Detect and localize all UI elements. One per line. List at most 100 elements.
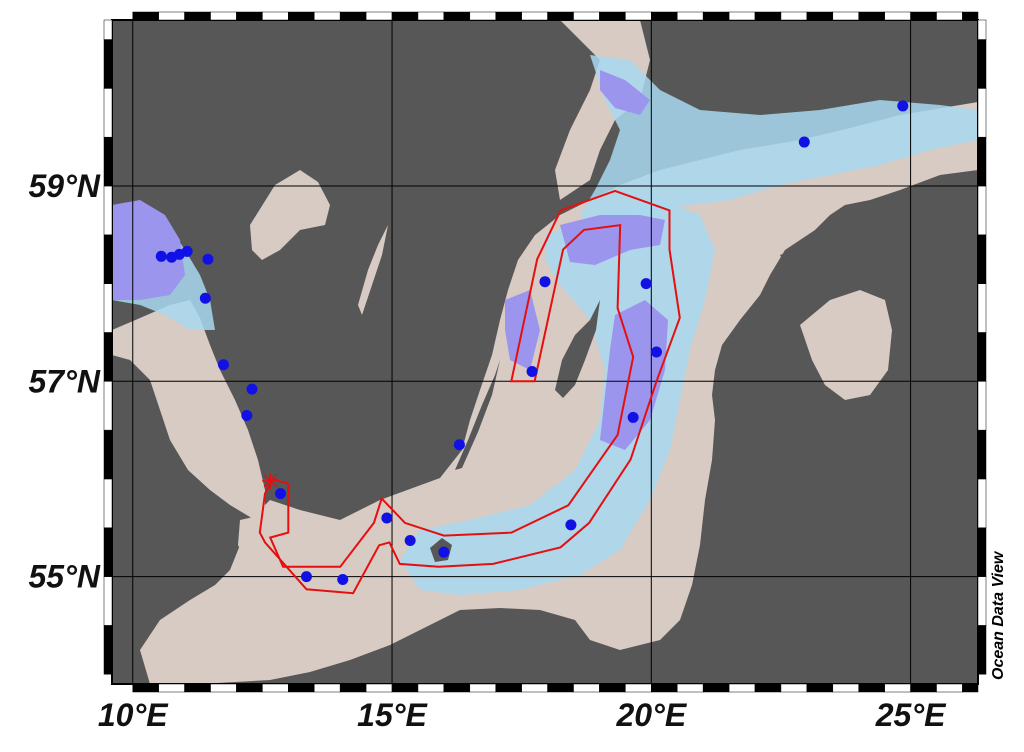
- sea-oresund: [238, 515, 290, 575]
- border-tick-bottom: [910, 683, 937, 693]
- border-tick-top: [339, 11, 367, 21]
- latitude-label: 55°N: [29, 559, 101, 595]
- border-tick-left: [103, 185, 113, 236]
- border-tick-right: [977, 381, 987, 431]
- border-tick-bottom: [262, 683, 289, 693]
- station-dot: [217, 359, 229, 371]
- border-tick-bottom: [391, 683, 419, 693]
- border-tick-right: [977, 39, 987, 89]
- border-tick-left: [103, 576, 113, 626]
- station-dot: [526, 366, 538, 378]
- station-dot: [337, 574, 349, 586]
- station-dot: [199, 292, 211, 304]
- station-dot: [246, 383, 258, 395]
- station-dot: [404, 534, 416, 546]
- border-tick-right: [977, 429, 987, 480]
- map-frame: [103, 11, 987, 693]
- longitude-labels: 10°E 15°E 20°E 25°E: [98, 697, 947, 733]
- station-dot: [275, 488, 287, 500]
- border-tick-left: [103, 332, 113, 382]
- border-tick-top: [158, 11, 185, 21]
- border-tick-bottom: [728, 683, 756, 693]
- border-tick-bottom: [469, 683, 496, 693]
- border-tick-left: [103, 381, 113, 431]
- border-tick-bottom: [962, 683, 979, 693]
- sea-gulf-of-riga: [800, 290, 892, 400]
- border-tick-left: [103, 19, 113, 40]
- border-tick-top: [599, 11, 626, 21]
- station-dot: [539, 276, 551, 288]
- border-tick-right: [977, 136, 987, 187]
- longitude-label: 10°E: [98, 697, 169, 733]
- station-dot: [181, 245, 193, 257]
- border-tick-bottom: [132, 683, 159, 693]
- border-tick-left: [103, 527, 113, 577]
- border-tick-bottom: [651, 683, 678, 693]
- station-dot: [897, 100, 909, 112]
- station-dot: [438, 546, 450, 558]
- border-tick-right: [977, 234, 987, 284]
- border-tick-left: [103, 234, 113, 284]
- border-tick-top: [313, 11, 341, 21]
- station-dot: [798, 136, 810, 148]
- border-tick-bottom: [236, 683, 263, 693]
- station-dot: [640, 278, 652, 290]
- border-tick-top: [754, 11, 782, 21]
- map-border: [103, 11, 987, 693]
- border-tick-top: [651, 11, 678, 21]
- border-tick-left: [103, 478, 113, 529]
- border-tick-bottom: [702, 683, 730, 693]
- border-tick-top: [728, 11, 756, 21]
- station-dot: [650, 346, 662, 358]
- station-dot: [381, 512, 393, 524]
- border-tick-top: [573, 11, 600, 21]
- border-tick-top: [417, 11, 445, 21]
- station-dot: [627, 411, 639, 423]
- border-tick-top: [495, 11, 522, 21]
- border-tick-right: [977, 283, 987, 333]
- border-tick-bottom: [184, 683, 211, 693]
- latitude-label: 59°N: [29, 168, 101, 204]
- border-tick-top: [625, 11, 652, 21]
- lake-vattern: [358, 225, 388, 315]
- border-tick-right: [977, 332, 987, 382]
- border-tick-bottom: [158, 683, 185, 693]
- border-tick-top: [806, 11, 834, 21]
- latitude-label: 57°N: [29, 363, 101, 399]
- depth-medium-bothnia: [580, 55, 978, 235]
- longitude-label: 25°E: [875, 697, 947, 733]
- border-tick-right: [977, 527, 987, 577]
- border-tick-top: [858, 11, 885, 21]
- border-tick-right: [977, 625, 987, 675]
- border-tick-bottom: [806, 683, 834, 693]
- border-tick-top: [780, 11, 808, 21]
- station-dot: [241, 409, 253, 421]
- border-tick-top: [832, 11, 859, 21]
- sea-skagerrak-kattegat: [112, 300, 265, 520]
- latitude-labels: 59°N 57°N 55°N: [29, 168, 101, 595]
- border-tick-bottom: [573, 683, 600, 693]
- cruise-track-outline: [258, 189, 681, 595]
- border-tick-bottom: [365, 683, 393, 693]
- island-gotland: [555, 300, 600, 398]
- depth-medium-baltic: [400, 200, 715, 595]
- border-tick-bottom: [547, 683, 574, 693]
- border-tick-top: [132, 11, 159, 21]
- station-dot: [155, 250, 167, 262]
- border-tick-right: [977, 478, 987, 529]
- border-tick-top: [547, 11, 574, 21]
- border-tick-bottom: [339, 683, 367, 693]
- border-tick-top: [884, 11, 911, 21]
- station-dot: [453, 439, 465, 451]
- border-tick-top: [184, 11, 211, 21]
- border-tick-bottom: [625, 683, 652, 693]
- border-tick-left: [103, 39, 113, 89]
- longitude-label: 15°E: [357, 697, 428, 733]
- border-tick-left: [103, 88, 113, 138]
- border-tick-bottom: [443, 683, 471, 693]
- station-dot: [565, 519, 577, 531]
- station-dot: [202, 253, 214, 265]
- lake-vanern: [250, 170, 330, 260]
- border-tick-right: [977, 88, 987, 138]
